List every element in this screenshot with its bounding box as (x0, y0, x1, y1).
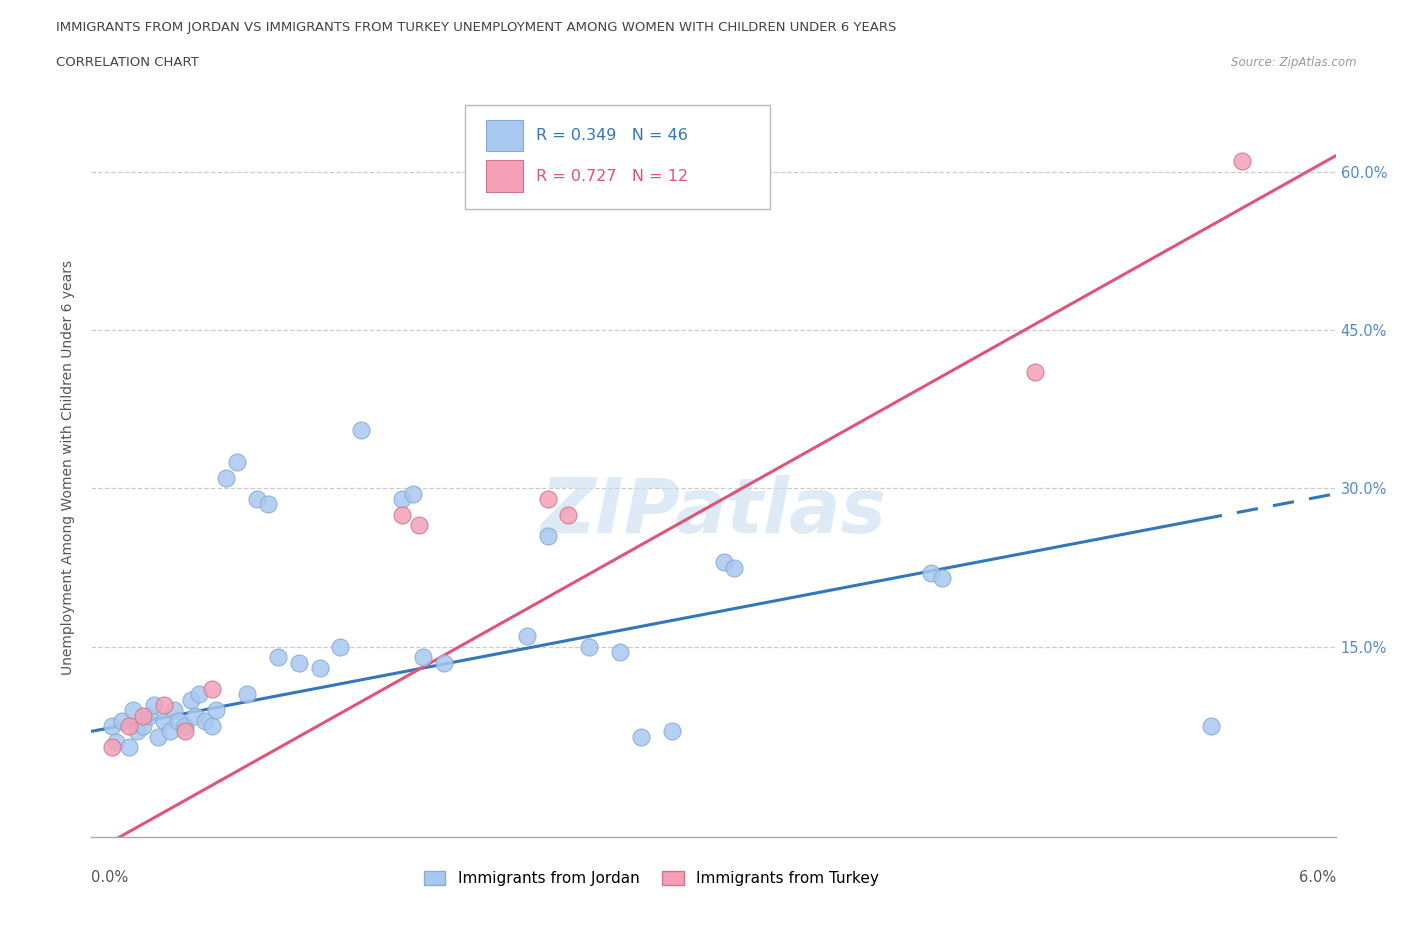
Point (101, 719, 124, 734)
Point (661, 724, 683, 738)
Point (412, 650, 434, 665)
Point (1201, 719, 1223, 734)
Point (101, 739, 124, 754)
Point (350, 423, 373, 438)
Text: R = 0.349   N = 46: R = 0.349 N = 46 (536, 127, 688, 143)
Point (118, 739, 141, 754)
Point (630, 729, 652, 744)
Point (180, 692, 202, 707)
Point (132, 719, 155, 734)
Text: 6.0%: 6.0% (1299, 870, 1336, 885)
Text: R = 0.727   N = 12: R = 0.727 N = 12 (536, 168, 688, 183)
Point (163, 703, 186, 718)
Point (146, 729, 169, 744)
Point (111, 713, 134, 728)
Text: 0.0%: 0.0% (91, 870, 128, 885)
Point (122, 703, 145, 718)
Point (557, 508, 579, 523)
Point (142, 698, 165, 712)
Point (118, 719, 141, 734)
Point (173, 724, 195, 738)
Point (153, 713, 176, 728)
Point (215, 471, 238, 485)
Point (723, 560, 745, 575)
Point (713, 555, 735, 570)
Point (537, 492, 560, 507)
Point (205, 703, 228, 718)
Point (408, 518, 430, 533)
Point (188, 687, 211, 702)
Point (931, 571, 953, 586)
Point (173, 719, 195, 734)
Text: ZIPatlas: ZIPatlas (540, 474, 887, 549)
Legend: Immigrants from Jordan, Immigrants from Turkey: Immigrants from Jordan, Immigrants from … (418, 865, 884, 892)
Point (138, 708, 160, 723)
Point (184, 708, 207, 723)
Point (1232, 153, 1254, 168)
Point (287, 656, 309, 671)
Point (153, 698, 176, 712)
Point (537, 528, 560, 543)
Point (125, 724, 148, 738)
Point (105, 735, 128, 750)
Point (578, 640, 600, 655)
Point (609, 644, 631, 659)
Bar (486, 120, 523, 151)
Point (132, 708, 155, 723)
Point (267, 650, 290, 665)
Point (167, 713, 190, 728)
Text: Source: ZipAtlas.com: Source: ZipAtlas.com (1232, 56, 1357, 69)
Text: CORRELATION CHART: CORRELATION CHART (56, 56, 200, 69)
Point (201, 682, 224, 697)
Point (256, 497, 278, 512)
Point (1024, 365, 1046, 379)
FancyBboxPatch shape (464, 105, 769, 208)
Point (225, 455, 247, 470)
Point (402, 486, 425, 501)
Point (201, 719, 224, 734)
Point (329, 640, 352, 655)
Point (194, 713, 217, 728)
Point (516, 629, 538, 644)
Y-axis label: Unemployment Among Women with Children Under 6 years: Unemployment Among Women with Children U… (60, 259, 75, 675)
Point (433, 656, 456, 671)
Point (159, 724, 181, 738)
Text: IMMIGRANTS FROM JORDAN VS IMMIGRANTS FROM TURKEY UNEMPLOYMENT AMONG WOMEN WITH C: IMMIGRANTS FROM JORDAN VS IMMIGRANTS FRO… (56, 21, 897, 34)
Point (246, 492, 269, 507)
Point (236, 687, 259, 702)
Point (920, 565, 942, 580)
Point (308, 660, 330, 675)
Point (391, 492, 413, 507)
Point (391, 508, 413, 523)
Bar (486, 161, 523, 192)
